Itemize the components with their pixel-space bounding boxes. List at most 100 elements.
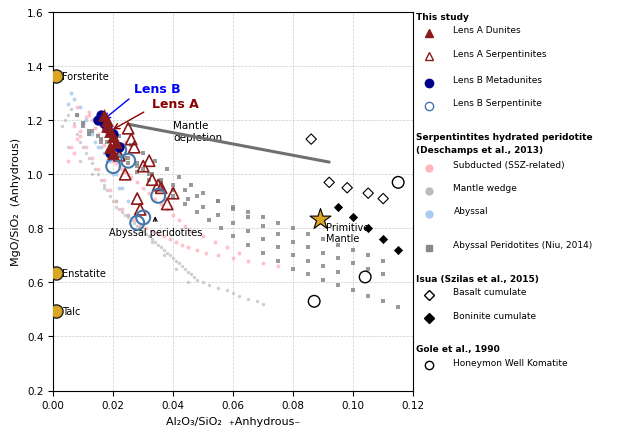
Point [198,204,208,210]
Point [96,123,106,130]
Point [51,308,61,315]
Point [96,177,106,184]
Point [120,139,130,146]
Point [84,131,95,138]
Point [108,171,118,178]
Point [333,255,343,262]
Point [87,118,97,125]
Text: Boninite cumulate: Boninite cumulate [453,311,536,320]
Point [288,252,298,259]
Point [108,131,118,138]
Point [192,193,202,200]
Point [90,118,100,125]
Y-axis label: MgO/SiO₂  (Anhydrous): MgO/SiO₂ (Anhydrous) [11,138,21,266]
Point [93,171,103,178]
Point [99,112,109,119]
Point [75,134,85,141]
Point [132,196,142,203]
Point [114,150,124,157]
Point [243,214,253,221]
Point [105,150,115,157]
Point [273,244,283,251]
Point [108,158,118,165]
Point [243,296,253,302]
Point [93,131,103,138]
Point [228,290,238,297]
Text: Isua (Szilas et al., 2015): Isua (Szilas et al., 2015) [416,274,539,283]
Point [213,285,223,292]
Point [156,185,166,192]
Point [147,239,157,246]
Point [150,239,160,246]
Point [363,252,373,259]
Point [72,104,82,111]
Point [105,158,115,165]
Point [102,158,112,165]
Point [168,255,178,262]
Point [63,101,73,108]
Point [69,96,80,103]
Point [171,239,181,246]
Point [165,236,175,243]
Point [348,214,358,221]
Point [105,128,115,135]
Point [84,128,95,135]
Point [105,145,115,151]
Point [126,217,136,224]
Point [78,120,88,127]
Point [105,145,115,151]
Text: Lens B: Lens B [134,82,181,95]
Point [186,228,196,235]
Point [69,150,80,157]
Point [72,136,82,143]
Point [96,136,106,143]
Point [111,204,121,210]
Point [342,185,352,192]
Point [243,241,253,248]
Point [138,214,148,221]
Point [90,166,100,173]
Point [324,180,334,187]
Point [147,177,157,184]
Point [102,187,112,194]
Point [66,90,76,97]
Point [51,270,61,276]
Point [168,182,178,189]
Point [63,158,73,165]
Point [171,258,181,265]
Point [333,204,343,210]
Point [378,236,388,243]
Point [135,225,145,232]
Point [273,258,283,265]
Point [138,150,148,157]
Point [318,263,328,270]
Point [123,125,133,132]
Point [123,155,133,162]
Point [87,128,97,135]
Point [303,258,313,265]
Point [162,201,172,208]
Point [258,223,268,230]
Point [162,166,172,173]
Point [183,244,193,251]
Point [129,217,139,224]
Point [318,236,328,243]
Point [123,171,133,178]
Point [159,247,169,254]
Point [78,120,88,127]
Point [144,190,154,197]
Point [126,174,136,181]
Point [120,171,130,178]
Point [348,260,358,267]
Point [123,214,133,221]
Text: Lens B Metadunites: Lens B Metadunites [453,76,543,85]
Point [108,147,118,154]
X-axis label: Al₂O₃/SiO₂  ₊Anhydrous₋: Al₂O₃/SiO₂ ₊Anhydrous₋ [166,416,300,426]
Point [213,198,223,205]
Point [99,141,109,148]
Point [153,241,163,248]
Point [363,225,373,232]
Point [132,169,142,176]
Point [132,223,142,230]
Point [84,155,95,162]
